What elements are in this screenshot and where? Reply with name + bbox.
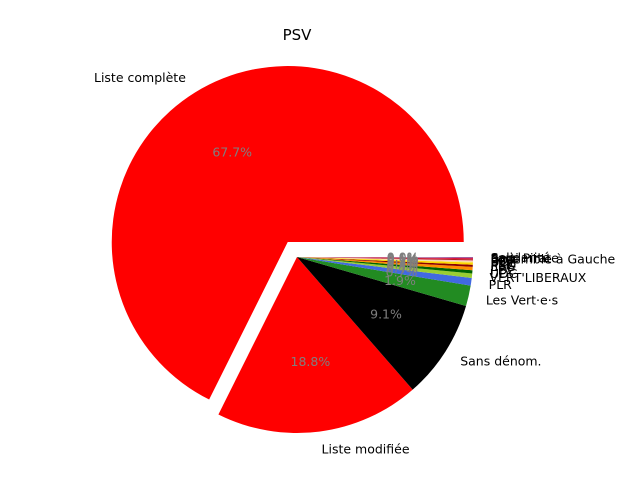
pie-slice	[297, 257, 473, 265]
slice-percent-label: 1.9%	[384, 273, 416, 288]
pie-slice	[297, 257, 467, 390]
slice-label: Solidarité	[491, 250, 551, 265]
slice-percent-label: 0.3%	[386, 258, 418, 273]
slice-percent-label: 0.2%	[387, 253, 419, 268]
slice-label: Parti Pirate	[491, 250, 560, 265]
pie-slice	[297, 257, 473, 278]
slice-percent-label: 0.1%	[387, 251, 419, 266]
slice-label: PEV	[491, 255, 515, 270]
pie-slice	[297, 257, 473, 263]
pie-slice	[218, 257, 413, 433]
slice-label: PLR	[489, 277, 513, 292]
slice-percent-label: 0.1%	[387, 252, 419, 267]
slice-label: Ensemble à Gauche	[491, 251, 616, 266]
pie-slice	[297, 257, 473, 267]
slice-percent-label: 0.0%	[387, 250, 419, 265]
pie-slice	[111, 66, 464, 400]
slice-label: Sans dénom.	[460, 354, 541, 369]
slice-label: PBD	[490, 257, 516, 272]
slice-percent-label: 18.8%	[291, 354, 331, 369]
pie-slice	[297, 257, 473, 261]
pie-slice	[297, 257, 471, 307]
slice-percent-label: 0.0%	[387, 250, 419, 265]
pie-slice	[297, 257, 473, 259]
pie-slice	[297, 257, 473, 262]
slice-percent-label: 0.2%	[387, 255, 419, 270]
slice-label: Les Vert·e·s	[486, 292, 558, 307]
slice-label: Liste modifiée	[322, 442, 410, 457]
slice-percent-label: 67.7%	[212, 145, 252, 160]
slice-label: UDF	[491, 254, 517, 269]
slice-percent-label: 0.1%	[387, 250, 419, 265]
slice-percent-label: 0.4%	[386, 261, 418, 276]
slice-percent-label: 9.1%	[370, 306, 402, 321]
pie-slice	[297, 257, 473, 271]
chart-title: PSV	[283, 26, 313, 44]
slice-label: VERT'LIBERAUX	[489, 270, 586, 285]
pie-slice	[297, 257, 472, 286]
slice-percent-label: 0.3%	[386, 256, 418, 271]
pie-slice	[297, 257, 473, 274]
slice-label: Liste complète	[94, 70, 186, 85]
slice-percent-label: 0.7%	[386, 264, 418, 279]
slice-label: EàG	[490, 259, 515, 274]
slice-label: POP	[491, 253, 516, 268]
pie-slice	[297, 257, 473, 258]
slice-percent-label: 0.1%	[387, 252, 419, 267]
slice-label: PDC	[490, 262, 516, 277]
pie-slices	[111, 66, 473, 433]
pie-slice	[297, 257, 473, 260]
pie-labels: Liste complète 67.7% Liste modifiée 18.8% Sa…	[94, 70, 616, 457]
slice-label: UDC	[490, 266, 518, 281]
